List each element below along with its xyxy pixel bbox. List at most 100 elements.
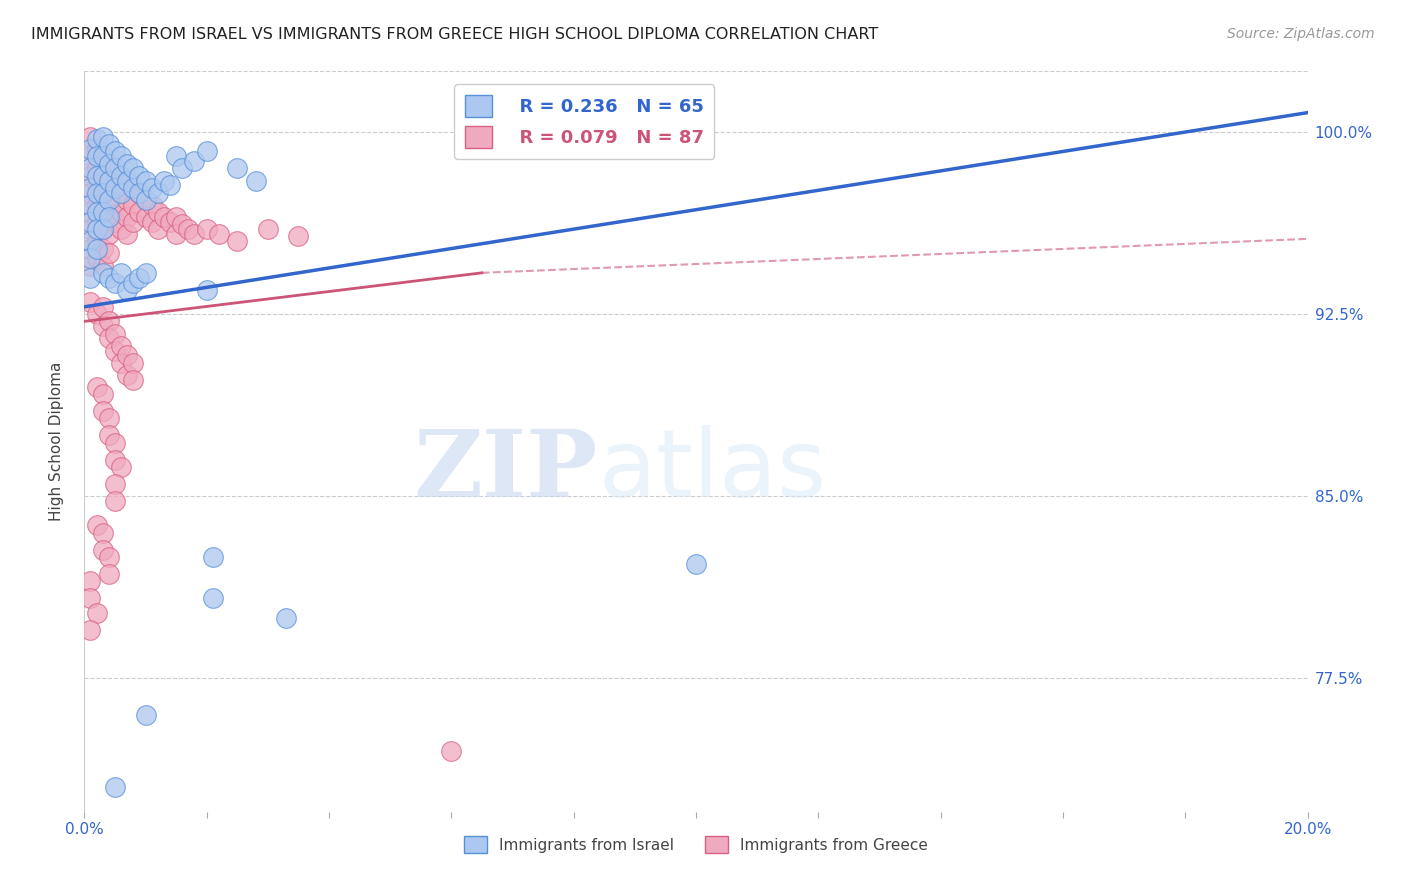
- Point: [97, 314, 120, 328]
- Point: [86, 186, 108, 200]
- Point: [86, 518, 108, 533]
- Point: [195, 222, 218, 236]
- Point: [440, 744, 463, 758]
- Point: [115, 368, 138, 382]
- Point: [79, 270, 101, 285]
- Point: [79, 574, 101, 588]
- Point: [79, 161, 101, 176]
- Point: [110, 266, 132, 280]
- Point: [91, 525, 114, 540]
- Point: [104, 494, 127, 508]
- Point: [79, 198, 101, 212]
- Point: [104, 435, 127, 450]
- Point: [86, 149, 108, 163]
- Point: [97, 173, 120, 187]
- Point: [110, 186, 132, 200]
- Point: [97, 411, 120, 425]
- Point: [104, 343, 127, 358]
- Point: [104, 780, 127, 795]
- Point: [86, 252, 108, 266]
- Point: [195, 283, 218, 297]
- Point: [79, 142, 101, 156]
- Point: [128, 186, 150, 200]
- Point: [104, 215, 127, 229]
- Point: [165, 210, 187, 224]
- Point: [97, 566, 120, 581]
- Point: [128, 205, 150, 219]
- Point: [226, 161, 249, 176]
- Point: [104, 181, 127, 195]
- Point: [97, 156, 120, 170]
- Point: [177, 222, 200, 236]
- Point: [135, 173, 157, 187]
- Point: [91, 542, 114, 557]
- Point: [91, 205, 114, 219]
- Point: [135, 210, 157, 224]
- Point: [146, 222, 169, 236]
- Point: [97, 193, 120, 207]
- Point: [183, 227, 205, 241]
- Point: [208, 227, 231, 241]
- Point: [153, 173, 176, 187]
- Point: [159, 178, 181, 193]
- Point: [97, 331, 120, 345]
- Point: [104, 161, 127, 176]
- Point: [104, 198, 127, 212]
- Point: [79, 129, 101, 144]
- Point: [122, 181, 145, 195]
- Point: [153, 210, 176, 224]
- Point: [141, 198, 163, 212]
- Point: [91, 300, 114, 314]
- Point: [141, 181, 163, 195]
- Point: [104, 276, 127, 290]
- Point: [97, 137, 120, 152]
- Point: [91, 222, 114, 236]
- Point: [86, 242, 108, 256]
- Point: [79, 205, 101, 219]
- Point: [110, 339, 132, 353]
- Point: [97, 156, 120, 170]
- Point: [135, 193, 157, 207]
- Point: [115, 156, 138, 170]
- Point: [79, 623, 101, 637]
- Point: [201, 549, 224, 564]
- Point: [97, 193, 120, 207]
- Point: [91, 149, 114, 163]
- Point: [146, 186, 169, 200]
- Point: [110, 356, 132, 370]
- Point: [165, 149, 187, 163]
- Point: [79, 295, 101, 310]
- Point: [165, 227, 187, 241]
- Point: [110, 186, 132, 200]
- Point: [86, 178, 108, 193]
- Point: [110, 460, 132, 475]
- Point: [91, 149, 114, 163]
- Point: [79, 591, 101, 606]
- Point: [115, 173, 138, 187]
- Text: ZIP: ZIP: [413, 426, 598, 516]
- Point: [128, 270, 150, 285]
- Point: [79, 234, 101, 248]
- Point: [172, 217, 194, 231]
- Point: [79, 242, 101, 256]
- Point: [122, 373, 145, 387]
- Point: [86, 215, 108, 229]
- Point: [115, 210, 138, 224]
- Text: atlas: atlas: [598, 425, 827, 517]
- Point: [110, 205, 132, 219]
- Point: [104, 326, 127, 341]
- Point: [110, 169, 132, 183]
- Point: [257, 222, 280, 236]
- Point: [86, 142, 108, 156]
- Point: [122, 198, 145, 212]
- Point: [91, 169, 114, 183]
- Point: [97, 210, 120, 224]
- Point: [86, 205, 108, 219]
- Point: [91, 169, 114, 183]
- Point: [79, 181, 101, 195]
- Point: [91, 259, 114, 273]
- Point: [91, 205, 114, 219]
- Point: [245, 173, 267, 187]
- Point: [79, 252, 101, 266]
- Point: [104, 452, 127, 467]
